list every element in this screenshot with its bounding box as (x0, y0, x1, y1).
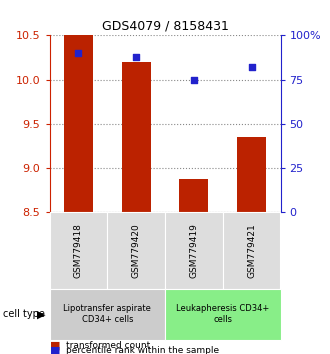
Bar (64, 35, 93, 212)
Bar (180, 179, 208, 212)
Text: cell type: cell type (3, 309, 45, 319)
Text: GSM779419: GSM779419 (189, 223, 198, 278)
Text: GSM779420: GSM779420 (132, 223, 141, 278)
Text: GSM779421: GSM779421 (247, 223, 256, 278)
Point (76, 50, 81, 56)
Point (191, 77, 197, 82)
Bar (237, 137, 266, 212)
Text: Leukapheresis CD34+
cells: Leukapheresis CD34+ cells (176, 304, 269, 324)
Text: Lipotransfer aspirate
CD34+ cells: Lipotransfer aspirate CD34+ cells (63, 304, 151, 324)
Text: transformed count: transformed count (66, 341, 150, 350)
Text: GSM779418: GSM779418 (74, 223, 83, 278)
Text: ■: ■ (50, 340, 60, 350)
Text: ■: ■ (50, 346, 60, 354)
Text: percentile rank within the sample: percentile rank within the sample (66, 346, 219, 354)
Bar (122, 62, 150, 212)
Point (249, 64, 254, 70)
Title: GDS4079 / 8158431: GDS4079 / 8158431 (102, 20, 228, 33)
Point (133, 54, 139, 59)
Text: ▶: ▶ (37, 309, 46, 319)
